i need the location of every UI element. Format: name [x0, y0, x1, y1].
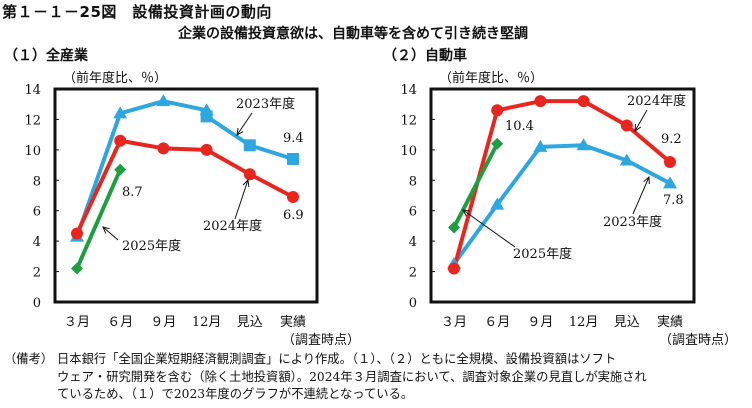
y-tick-label: 10	[24, 144, 41, 159]
annotation-label: 2024年度	[627, 93, 686, 109]
annotation-label: 2023年度	[603, 214, 662, 230]
data-point-fy2024	[157, 142, 169, 154]
annotation-arrowhead	[237, 128, 243, 135]
y-tick-label: 2	[33, 266, 41, 281]
y-axis-label: （前年度比、％）	[63, 70, 167, 86]
y-tick-label: 4	[409, 235, 417, 250]
x-axis-label: （調査時点）	[282, 333, 360, 345]
y-tick-label: 6	[409, 205, 417, 220]
annotation-label: 9.4	[283, 131, 304, 146]
data-point-fy2024	[534, 95, 546, 107]
data-point-fy2025	[71, 263, 83, 275]
y-tick-label: 14	[24, 83, 41, 98]
data-point-fy2023	[201, 110, 213, 122]
data-point-fy2023	[244, 139, 256, 151]
x-tick-label: 実績	[280, 314, 306, 330]
y-axis-label: （前年度比、％）	[439, 70, 543, 86]
y-tick-label: 12	[24, 113, 41, 128]
data-point-fy2024	[621, 120, 633, 132]
figure-subtitle: 企業の設備投資意欲は、自動車等を含めて引き続き堅調	[178, 23, 528, 43]
y-tick-label: 8	[33, 174, 41, 189]
chart-all-industries: （前年度比、％） 0 2 4 6 8 10 12 14 ３月 ６月 ９月 12月 見込 実績 （調査時点） 20…	[0, 60, 376, 345]
data-point-fy2024	[287, 191, 299, 203]
y-tick-label: 4	[33, 235, 41, 250]
footnote-label: （備考）	[4, 351, 53, 369]
y-tick-label: 0	[33, 296, 41, 311]
annotation-label: 6.9	[283, 208, 304, 223]
chart-automobiles: （前年度比、％） 0 2 4 6 8 10 12 14 ３月 ６月 ９月 12月 見込 実績 （調査時点） 20…	[376, 60, 752, 345]
y-tick-label: 8	[409, 174, 417, 189]
y-tick-label: 14	[400, 83, 417, 98]
data-point-fy2024	[71, 228, 83, 240]
data-point-fy2024	[448, 263, 460, 275]
annotation-label: 2025年度	[513, 246, 572, 262]
y-tick-label: 2	[409, 266, 417, 281]
data-point-fy2024	[491, 104, 503, 116]
footnote-line: ウェア・研究開発を含む（除く土地投資額）。2024年３月調査において、調査対象企…	[57, 369, 747, 387]
x-tick-label: ３月	[64, 315, 90, 330]
data-point-fy2023	[287, 153, 299, 165]
y-tick-label: 12	[400, 113, 417, 128]
series-line-fy2023	[77, 101, 207, 236]
y-tick-label: 0	[409, 296, 417, 311]
x-tick-label: 実績	[657, 314, 683, 330]
annotation-arrow	[635, 110, 647, 131]
annotation-label: 8.7	[122, 185, 143, 200]
data-point-fy2024	[578, 95, 590, 107]
x-tick-label: ６月	[484, 315, 510, 330]
x-tick-label: ３月	[441, 315, 467, 330]
annotation-arrow	[103, 227, 118, 240]
annotation-label: 2024年度	[203, 218, 262, 234]
x-tick-label: ９月	[527, 315, 553, 330]
x-tick-label: 12月	[569, 315, 599, 330]
data-point-fy2024	[664, 156, 676, 168]
data-point-fy2024	[201, 144, 213, 156]
annotation-label: 2025年度	[122, 238, 181, 254]
data-point-fy2024	[244, 168, 256, 180]
figure-title: 第１－１－25図 設備投資計画の動向	[2, 1, 272, 22]
x-tick-label: ６月	[107, 315, 133, 330]
annotation-arrow	[237, 113, 252, 135]
footnote-line: ているため、（１）で2023年度のグラフが不連続となっている。	[57, 386, 747, 404]
annotation-label: 9.2	[661, 132, 682, 147]
annotation-arrow	[235, 180, 248, 219]
series-line-fy2023	[207, 116, 293, 159]
x-axis-label: （調査時点）	[659, 333, 737, 345]
y-tick-label: 6	[33, 205, 41, 220]
data-point-fy2025	[114, 164, 126, 176]
footnote-line: 日本銀行「全国企業短期経済観測調査」により作成。（１）、（２）ともに全規模、設備…	[57, 351, 747, 369]
annotation-label: 7.8	[663, 193, 684, 208]
x-tick-label: 見込	[614, 315, 640, 330]
data-point-fy2024	[114, 135, 126, 147]
x-tick-label: ９月	[150, 315, 176, 330]
x-tick-label: 見込	[237, 315, 263, 330]
y-tick-label: 10	[400, 144, 417, 159]
annotation-label: 2023年度	[236, 96, 295, 112]
x-tick-label: 12月	[192, 315, 222, 330]
annotation-label: 10.4	[505, 119, 534, 134]
annotation-arrow	[633, 177, 649, 214]
